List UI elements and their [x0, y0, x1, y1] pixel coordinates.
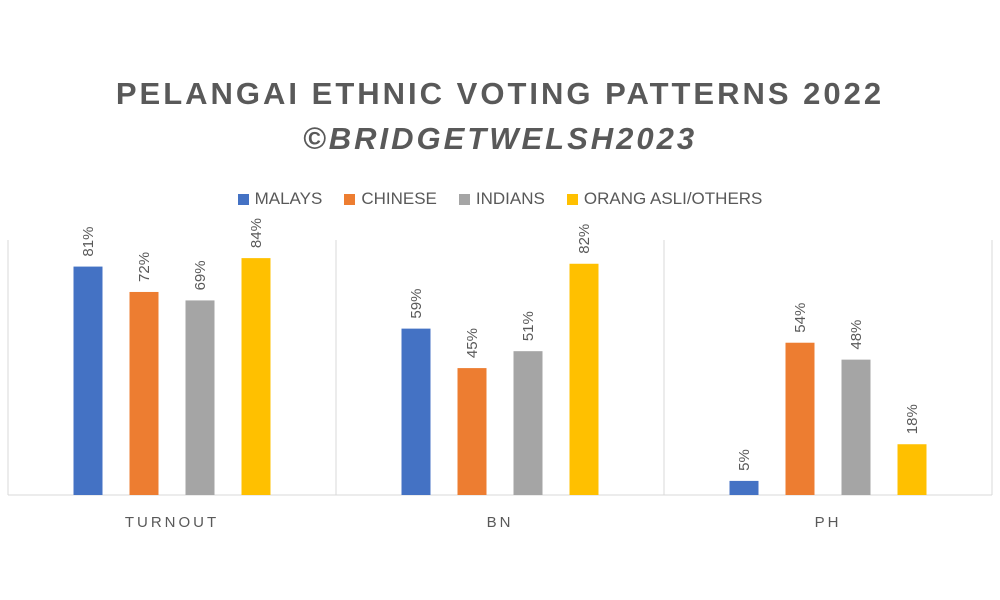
- data-label: 5%: [736, 449, 753, 471]
- bar-bn-indians: [513, 351, 543, 495]
- legend-label-chinese: CHINESE: [361, 189, 437, 208]
- bar-ph-malays: [729, 480, 759, 495]
- legend-item-malays: MALAYS: [237, 189, 323, 209]
- data-label: 82%: [576, 224, 593, 254]
- data-label: 45%: [464, 328, 481, 358]
- bar-bn-malays: [401, 328, 431, 495]
- bar-ph-indians: [841, 359, 871, 495]
- bar-bn-orang-asli-others: [569, 263, 599, 495]
- chart-legend: MALAYS CHINESE INDIANS ORANG ASLI/OTHERS: [0, 189, 1000, 209]
- legend-swatch-chinese: [344, 193, 356, 205]
- legend-swatch-indians: [458, 193, 470, 205]
- chart-subtitle: ©BRIDGETWELSH2023: [302, 121, 698, 156]
- data-label: 51%: [520, 311, 537, 341]
- legend-label-others: ORANG ASLI/OTHERS: [583, 189, 763, 208]
- bar-turnout-malays: [73, 266, 103, 495]
- bar-turnout-chinese: [129, 291, 159, 495]
- legend-label-indians: INDIANS: [475, 189, 545, 208]
- data-label: 69%: [192, 260, 209, 290]
- category-label-ph: PH: [815, 514, 842, 531]
- category-label-bn: BN: [487, 514, 514, 531]
- legend-item-chinese: CHINESE: [344, 189, 437, 209]
- legend-item-indians: INDIANS: [458, 189, 545, 209]
- bar-turnout-orang-asli-others: [241, 258, 271, 495]
- data-label: 59%: [408, 289, 425, 319]
- data-label: 72%: [136, 252, 153, 282]
- legend-swatch-others: [566, 193, 578, 205]
- bar-ph-orang-asli-others: [897, 444, 927, 495]
- data-label: 81%: [80, 227, 97, 257]
- category-label-turnout: TURNOUT: [125, 514, 219, 531]
- data-label: 84%: [248, 218, 265, 248]
- data-label: 54%: [792, 303, 809, 333]
- chart-title: PELANGAI ETHNIC VOTING PATTERNS 2022: [115, 76, 885, 111]
- data-label: 18%: [904, 404, 921, 434]
- data-label: 48%: [848, 320, 865, 350]
- legend-label-malays: MALAYS: [254, 189, 323, 208]
- legend-item-others: ORANG ASLI/OTHERS: [566, 189, 763, 209]
- bar-turnout-indians: [185, 300, 215, 495]
- legend-swatch-malays: [237, 193, 249, 205]
- bar-bn-chinese: [457, 368, 487, 495]
- bar-ph-chinese: [785, 342, 815, 495]
